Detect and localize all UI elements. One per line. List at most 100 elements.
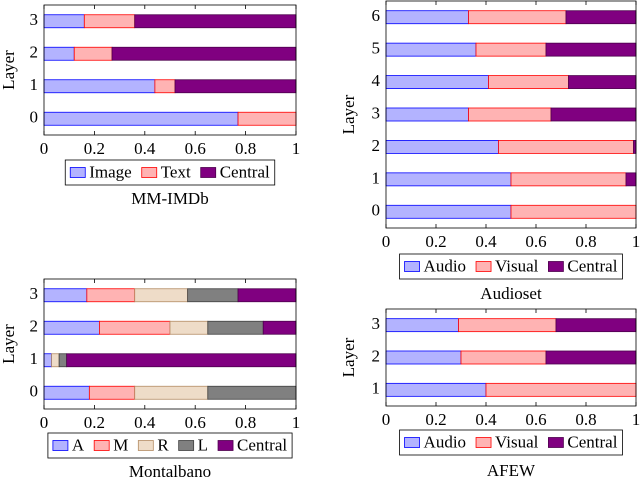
bar-segment: [169, 320, 209, 335]
y-tick-label: 1: [30, 75, 39, 94]
legend-swatch: [475, 437, 492, 448]
legend-swatch: [548, 261, 564, 272]
y-tick-label: 3: [30, 10, 39, 29]
bar-segment: [385, 172, 512, 187]
bar-segment: [99, 320, 171, 335]
bar-segment: [385, 204, 512, 219]
legend-swatch: [217, 440, 234, 451]
x-tick-label: 0.2: [84, 413, 105, 432]
bar-segment: [187, 288, 239, 303]
x-tick-label: 0: [382, 410, 391, 429]
x-tick-label: 0: [40, 139, 49, 158]
chart-caption: MM-IMDb: [131, 189, 208, 208]
bar-segment: [385, 10, 469, 25]
bar-segment: [385, 382, 487, 397]
legend-label: A: [72, 435, 85, 454]
legend-label: L: [198, 435, 208, 454]
y-tick-label: 3: [372, 314, 381, 333]
bar-segment: [545, 42, 637, 57]
bar-segment: [51, 353, 60, 368]
y-axis-label: Layer: [0, 324, 18, 364]
axes-frame: [43, 278, 297, 410]
legend-box: [64, 159, 276, 186]
legend-swatch: [200, 167, 217, 178]
bar-segment: [83, 14, 136, 29]
bar-segment: [237, 111, 297, 126]
x-tick-label: 0.8: [235, 413, 256, 432]
x-tick-label: 0.6: [525, 232, 546, 251]
legend-box: [399, 429, 623, 456]
bar-segment: [134, 288, 189, 303]
legend-label: R: [157, 435, 169, 454]
legend: A M R L Central: [52, 435, 287, 454]
axes-frame: [385, 308, 637, 407]
x-tick-label: 1: [292, 139, 301, 158]
legend-label: Central: [567, 256, 617, 275]
x-tick-label: 0.4: [134, 139, 156, 158]
legend-box: [399, 253, 623, 280]
legend-label: Visual: [495, 432, 539, 451]
legend-label: Central: [220, 162, 270, 181]
x-tick-label: 0.4: [475, 410, 497, 429]
bar-segment: [385, 75, 489, 89]
bar-segment: [385, 107, 469, 122]
y-tick-label: 6: [372, 6, 381, 25]
axes-frame: [385, 0, 637, 229]
y-tick-label: 2: [30, 43, 39, 62]
legend-swatch: [548, 437, 564, 448]
legend-swatch: [69, 167, 86, 178]
bar-segment: [468, 107, 552, 122]
y-tick-label: 1: [372, 379, 381, 398]
x-tick-label: 0.8: [575, 232, 596, 251]
bar-segment: [58, 353, 68, 368]
bar-segment: [43, 79, 156, 94]
x-tick-label: 0.6: [185, 413, 206, 432]
x-tick-label: 0.4: [475, 232, 497, 251]
x-tick-label: 0: [40, 413, 49, 432]
bar-segment: [43, 111, 239, 126]
bar-segment: [207, 320, 264, 335]
y-axis-label: Layer: [339, 337, 358, 377]
y-tick-label: 5: [372, 39, 381, 58]
bar-segment: [262, 320, 297, 335]
x-tick-label: 1: [632, 232, 640, 251]
bar-segment: [174, 79, 297, 94]
x-tick-label: 0.8: [575, 410, 596, 429]
legend-label: Image: [89, 162, 131, 181]
bar-segment: [385, 318, 459, 333]
legend-swatch: [404, 437, 420, 448]
y-tick-label: 1: [30, 349, 39, 368]
legend-label: Audio: [424, 432, 467, 451]
bar-segment: [488, 75, 569, 89]
x-tick-label: 0.6: [185, 139, 206, 158]
y-axis-label: Layer: [339, 94, 358, 134]
bar-segment: [625, 172, 637, 187]
y-tick-label: 1: [372, 168, 381, 187]
legend-swatch: [141, 167, 158, 178]
bar-segment: [43, 353, 52, 368]
bar-segment: [134, 14, 297, 29]
bar-segment: [86, 288, 136, 303]
y-tick-label: 3: [30, 284, 39, 303]
legend-swatch: [178, 440, 195, 451]
x-tick-label: 0: [382, 232, 391, 251]
legend-swatch: [137, 440, 154, 451]
legend-label: Text: [161, 162, 191, 181]
legend-label: M: [113, 435, 128, 454]
bar-segment: [88, 385, 136, 400]
legend-swatch: [93, 440, 110, 451]
x-tick-label: 0.2: [425, 410, 446, 429]
legend-swatch: [52, 440, 69, 451]
bar-segment: [43, 288, 88, 303]
x-tick-label: 1: [632, 410, 640, 429]
bar-segment: [568, 75, 637, 89]
bar-segment: [550, 107, 637, 122]
legend-label: Central: [567, 432, 617, 451]
y-axis-label: Layer: [0, 50, 18, 90]
bar-segment: [460, 350, 547, 365]
bar-segment: [475, 42, 547, 57]
bar-segment: [385, 350, 462, 365]
legend: Audio Visual Central: [404, 256, 618, 275]
y-tick-label: 4: [372, 71, 381, 90]
